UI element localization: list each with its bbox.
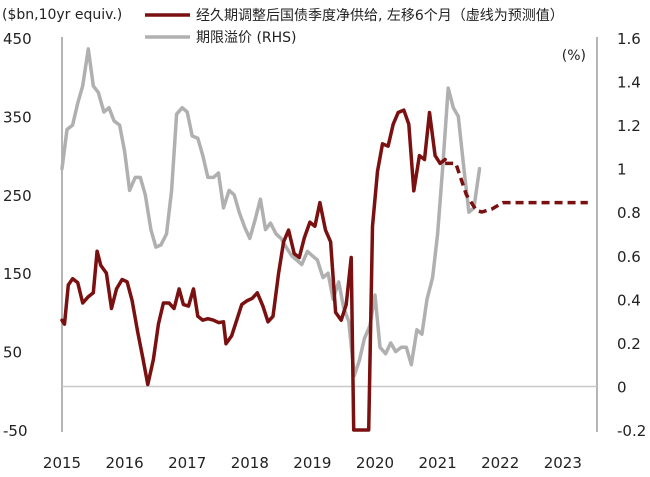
left-tick-label: 150 — [3, 265, 32, 283]
right-axis-unit: (%) — [562, 48, 586, 64]
term-premium-line — [60, 47, 482, 378]
x-tick-label: 2018 — [231, 454, 269, 472]
x-tick-label: 2019 — [293, 454, 331, 472]
right-tick-label: 0.8 — [617, 204, 641, 222]
legend-label-net-supply: 经久期调整后国债季度净供给, 左移6个月（虚线为预测值） — [196, 8, 564, 24]
x-tick-label: 2021 — [419, 454, 457, 472]
right-axis-ticks: 1.6 1.4 1.2 1 0.8 0.6 0.4 0.2 0 -0.2 — [617, 30, 646, 440]
x-axis-ticks: 2015 2016 2017 2018 2019 2020 2021 2022 2023 — [43, 454, 582, 472]
left-axis-ticks: 450 350 250 150 50 -50 — [3, 30, 32, 440]
x-tick-label: 2023 — [544, 454, 582, 472]
right-tick-label: 0.2 — [617, 335, 641, 353]
right-tick-label: 0.4 — [617, 291, 641, 309]
x-tick-label: 2020 — [356, 454, 394, 472]
left-tick-label: 450 — [3, 30, 32, 48]
legend: 经久期调整后国债季度净供给, 左移6个月（虚线为预测值） 期限溢价 (RHS) — [145, 8, 564, 46]
net-supply-line — [60, 108, 447, 432]
net-supply-forecast-line — [445, 161, 588, 214]
series-lines — [60, 47, 588, 432]
right-tick-label: 1.6 — [617, 30, 641, 48]
right-tick-label: -0.2 — [617, 422, 646, 440]
x-tick-label: 2017 — [168, 454, 206, 472]
x-tick-label: 2022 — [481, 454, 519, 472]
left-tick-label: 250 — [3, 187, 32, 205]
left-tick-label: 50 — [3, 344, 22, 362]
right-tick-label: 0.6 — [617, 248, 641, 266]
right-tick-label: 0 — [617, 378, 627, 396]
right-tick-label: 1.4 — [617, 74, 641, 92]
x-tick-label: 2015 — [43, 454, 81, 472]
left-tick-label: 350 — [3, 108, 32, 126]
right-tick-label: 1 — [617, 161, 627, 179]
left-tick-label: -50 — [3, 422, 28, 440]
legend-label-term-premium: 期限溢价 (RHS) — [196, 30, 297, 46]
x-tick-label: 2016 — [106, 454, 144, 472]
right-tick-label: 1.2 — [617, 117, 641, 135]
left-axis-unit: ($bn,10yr equiv.) — [2, 7, 122, 23]
